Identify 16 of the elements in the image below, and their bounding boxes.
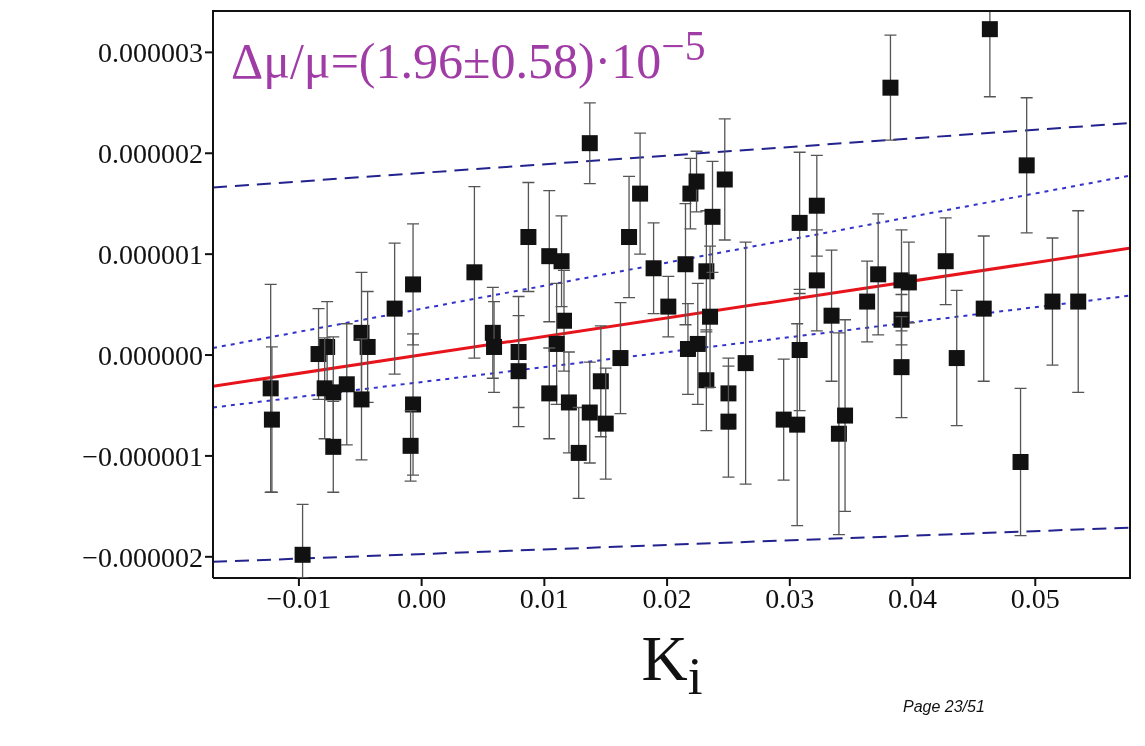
annotation: Δμ/μ=(1.96±0.58)·10$^{−5}$ [231,22,706,91]
y-tick-label: 0.000002 [98,138,203,170]
y-tick-label: 0.000001 [98,239,203,271]
text: Page 23/51 [903,698,985,716]
x-tick-label: 0.05 [1010,582,1060,614]
x-tick-label: 0.02 [642,582,692,614]
y-tick-label: 0.000000 [98,339,203,371]
x-tick-label: −0.01 [266,582,332,614]
x-axis-title: K$_{i}$ [641,623,703,706]
y-tick-label: 0.000003 [98,37,203,69]
x-tick-label: 0.03 [765,582,815,614]
x-tick-label: 0.04 [888,582,938,614]
x-tick-label: 0.00 [397,582,447,614]
y-tick-label: −0.000001 [82,440,203,472]
y-tick-label: −0.000002 [82,541,203,573]
x-tick-label: 0.01 [519,582,569,614]
